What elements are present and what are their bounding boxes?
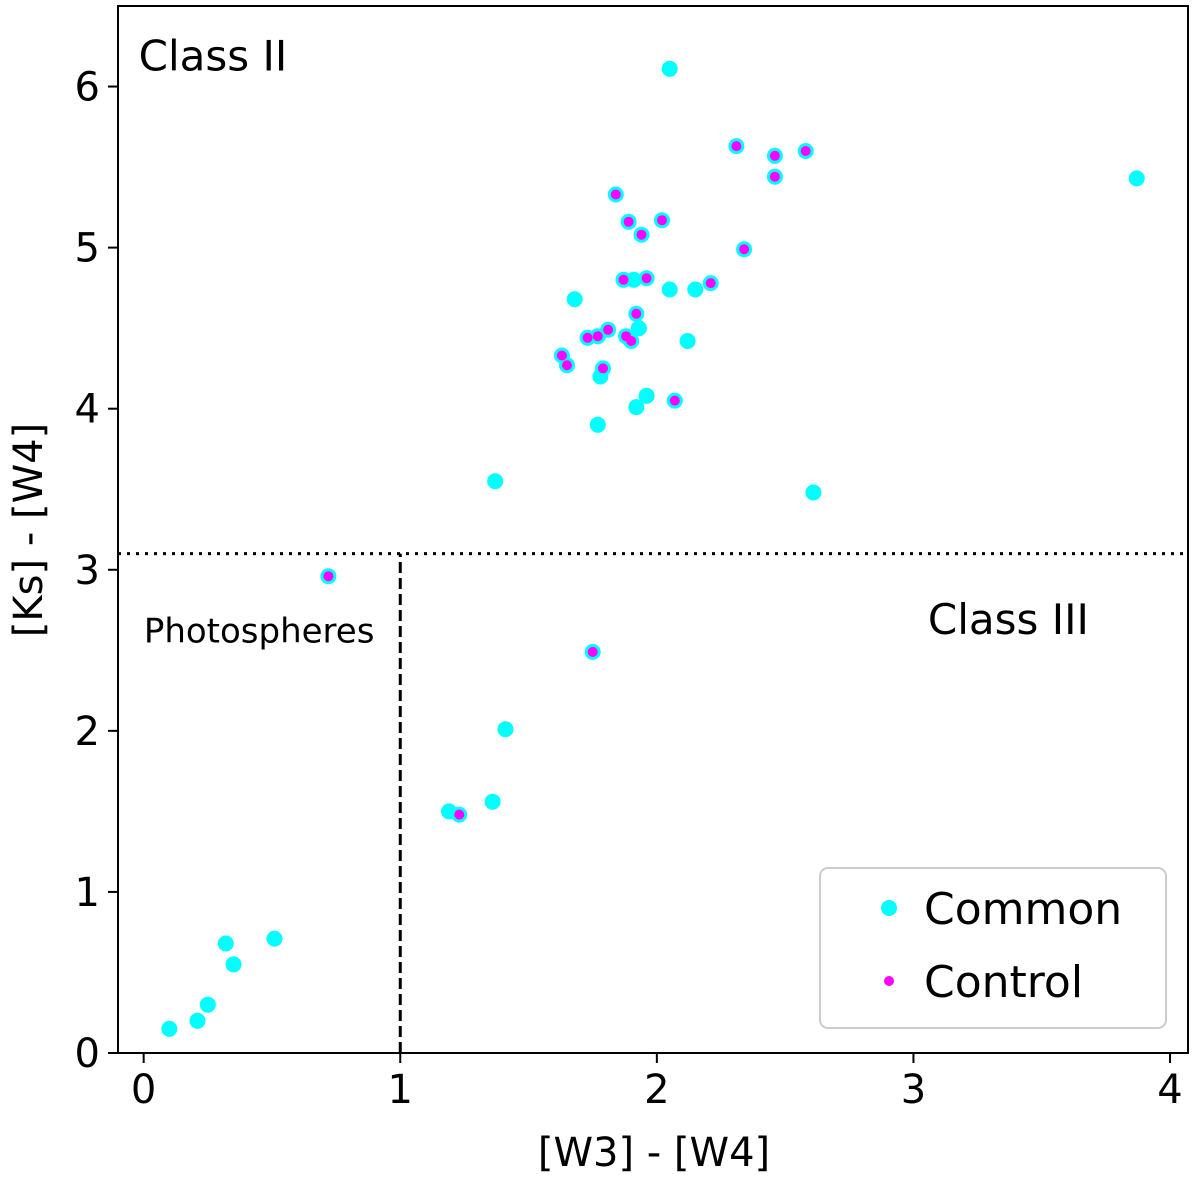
control-point (731, 141, 742, 152)
x-tick-label: 4 (1157, 1067, 1182, 1113)
control-point (631, 308, 642, 319)
x-tick-label: 0 (131, 1067, 156, 1113)
legend-marker-common (881, 900, 897, 916)
control-point (626, 336, 637, 346)
y-tick-label: 6 (75, 65, 100, 111)
y-tick-label: 2 (75, 709, 100, 755)
common-point (225, 956, 242, 973)
common-point (1128, 170, 1145, 187)
control-point (592, 331, 603, 342)
control-point (657, 215, 667, 226)
y-tick-label: 1 (75, 870, 100, 916)
common-point (217, 935, 234, 952)
common-point (625, 271, 642, 288)
control-point (800, 146, 811, 156)
y-tick-label: 5 (75, 226, 100, 272)
y-axis-label: [Ks] - [W4] (6, 423, 52, 637)
control-point (562, 360, 572, 371)
common-point (679, 333, 696, 349)
common-point (266, 930, 283, 947)
control-point (669, 395, 680, 406)
legend-marker-control (884, 976, 894, 986)
class-ii-label: Class II (139, 31, 288, 80)
control-point (587, 646, 598, 657)
control-point (582, 332, 593, 343)
class-boundaries (118, 552, 1188, 1053)
x-axis-label: [W3] - [W4] (538, 1130, 770, 1176)
control-point (556, 350, 567, 361)
photospheres-label: Photospheres (144, 611, 375, 651)
control-point (454, 809, 465, 820)
x-tick-label: 1 (388, 1067, 413, 1113)
legend-box (819, 867, 1167, 1029)
common-point (687, 281, 704, 298)
control-point (641, 273, 652, 284)
common-point (661, 281, 678, 298)
common-point (566, 291, 583, 308)
data-points (161, 60, 1145, 1037)
common-point (805, 484, 822, 501)
common-point (630, 320, 647, 337)
common-point (189, 1012, 206, 1029)
x-tick-label: 2 (644, 1067, 669, 1113)
common-point (497, 721, 514, 738)
plot-frame (117, 5, 1189, 1054)
class-iii-label: Class III (928, 595, 1089, 644)
common-point (661, 60, 678, 77)
control-point (705, 278, 716, 289)
region-annotations: Class II Class III Photospheres (139, 31, 1089, 651)
x-tick-label: 3 (901, 1067, 926, 1113)
legend: Common Control (819, 867, 1167, 1029)
common-point (199, 996, 216, 1013)
y-tick-label: 4 (75, 387, 100, 433)
control-point (618, 274, 629, 285)
control-point (739, 244, 750, 255)
control-point (636, 229, 647, 240)
control-point (769, 150, 780, 161)
legend-label-common: Common (924, 884, 1122, 935)
common-point (484, 793, 501, 810)
x-axis-ticks: 0 1 2 3 4 (131, 1053, 1183, 1113)
control-point (323, 571, 334, 582)
control-point (603, 324, 614, 335)
common-point (161, 1020, 178, 1037)
control-point (610, 189, 621, 200)
common-point (638, 387, 655, 404)
common-point (628, 399, 645, 416)
common-point (589, 416, 606, 433)
y-tick-label: 3 (75, 548, 100, 594)
control-point (623, 216, 634, 227)
common-point (487, 473, 504, 490)
control-point (598, 363, 608, 374)
y-axis-ticks: 0 1 2 3 4 5 6 (75, 65, 118, 1077)
control-point (769, 171, 780, 182)
legend-label-control: Control (924, 957, 1083, 1008)
y-tick-label: 0 (75, 1031, 100, 1077)
